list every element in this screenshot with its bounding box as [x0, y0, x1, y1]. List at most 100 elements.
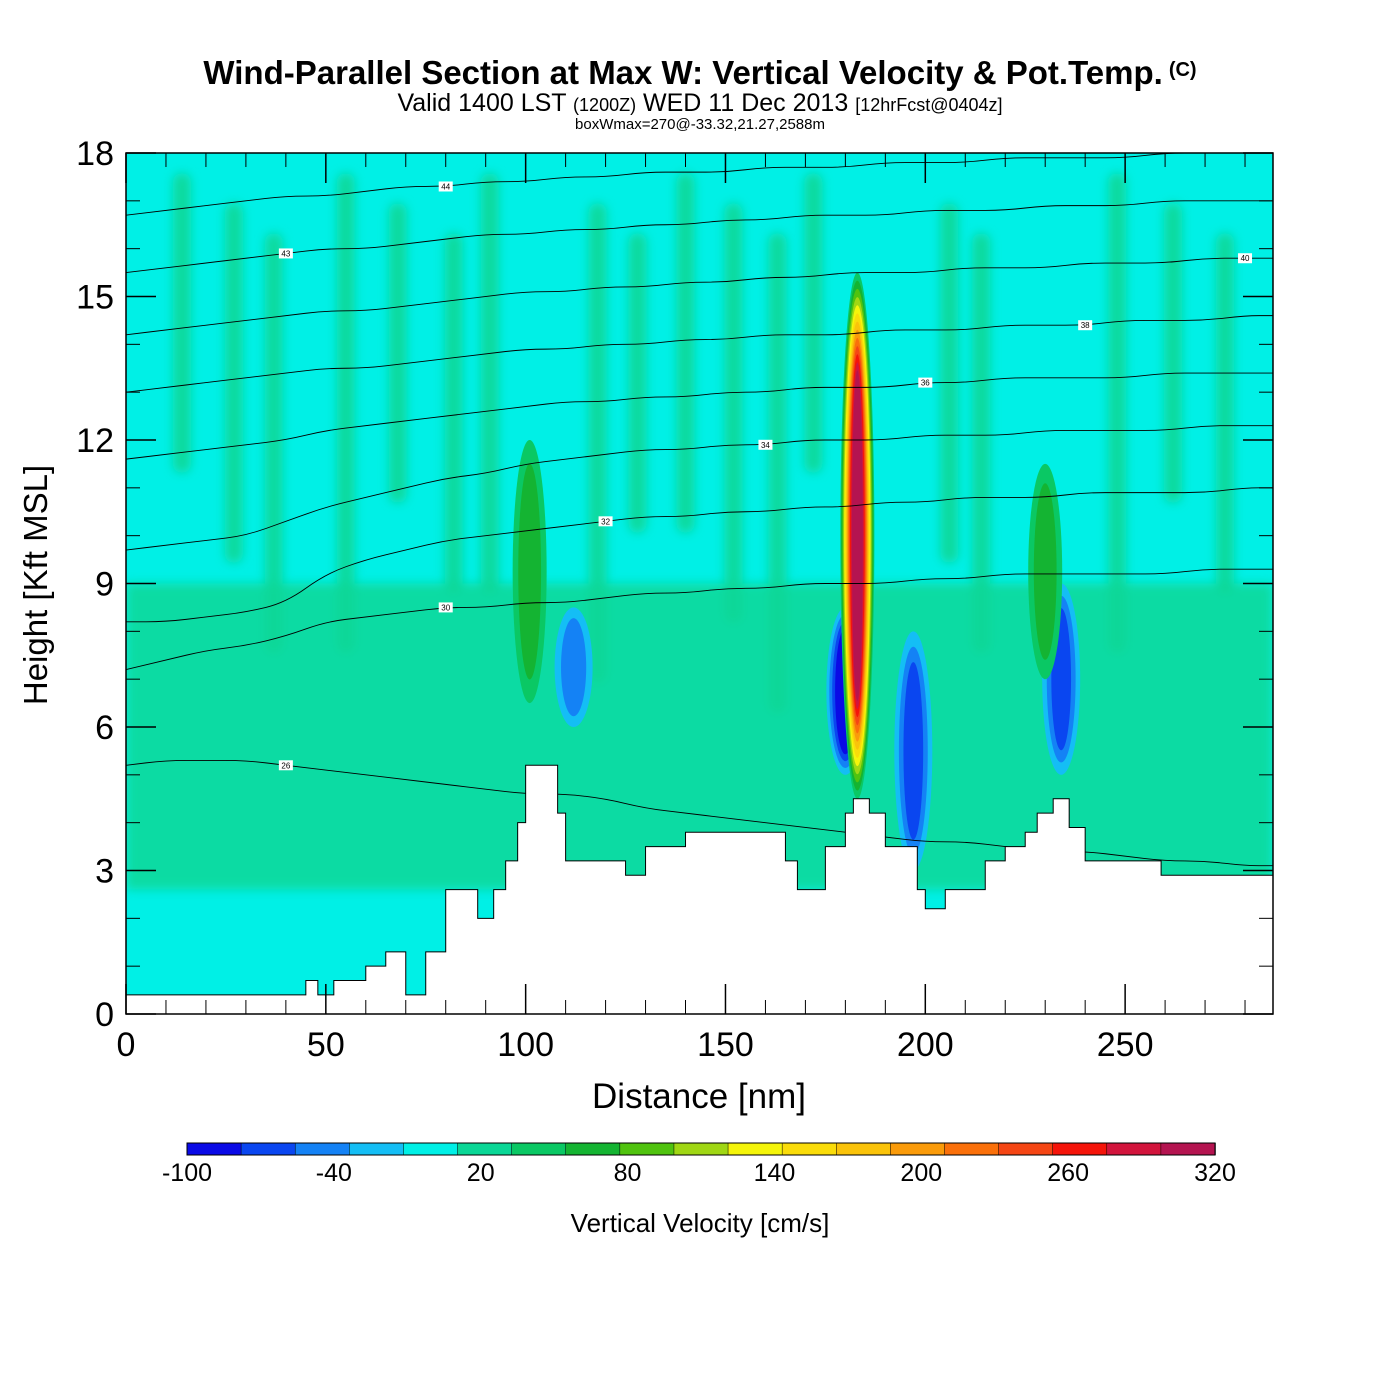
weak-updraft-band: [264, 233, 283, 653]
colorbar-tick-label: 140: [754, 1159, 796, 1187]
isentrope-label: 26: [278, 760, 293, 771]
valid-local: Valid 1400 LST: [397, 89, 567, 117]
isentrope-label-box: [278, 248, 293, 259]
isentrope-line: [126, 372, 1273, 460]
updraft-core-level: [852, 378, 862, 693]
isentrope-line: [126, 568, 1273, 671]
isentrope-label-box: [1238, 253, 1253, 264]
isentrope-label-text: 36: [921, 379, 930, 388]
weak-updraft-band: [676, 173, 695, 533]
box-max-info: boxWmax=270@-33.32,21.27,2588m: [575, 116, 825, 133]
isentrope-label: 30: [438, 602, 453, 613]
isentropes: 26 30 32 34 36 38 40 43 44: [126, 153, 1273, 867]
isentrope-label-box: [278, 760, 293, 771]
weak-updraft-band: [588, 203, 607, 683]
colorbar-swatch: [673, 1142, 729, 1156]
terrain: [126, 764, 1273, 1014]
isentrope-line: [126, 200, 1273, 274]
weak-updraft-band: [804, 173, 823, 473]
isentrope-label: 38: [1078, 320, 1093, 331]
valid-date: WED 11 Dec 2013: [643, 89, 849, 117]
weak-updraft-band: [336, 173, 355, 653]
weak-updraft-band: [224, 203, 243, 563]
colorbar-tick-label: 200: [900, 1159, 942, 1187]
isentrope-label-text: 38: [1081, 321, 1090, 330]
colorbar-swatch: [565, 1142, 621, 1156]
velocity-cores: [512, 272, 1081, 871]
colorbar-frame: [186, 1142, 1216, 1156]
x-tick-label: 250: [1097, 1026, 1154, 1064]
isentrope-label: 34: [758, 439, 773, 450]
plot-area: 26 30 32 34 36 38 40 43 44: [126, 153, 1273, 1014]
isentrope-label: 43: [278, 248, 293, 259]
updraft-core-level: [1033, 483, 1057, 660]
updraft-core-level: [518, 463, 542, 680]
colorbar-swatch: [1106, 1142, 1162, 1156]
colorbar-swatch: [403, 1142, 459, 1156]
colorbar-swatch: [890, 1142, 946, 1156]
isentrope-label: 40: [1238, 253, 1253, 264]
colorbar-swatch: [781, 1142, 838, 1156]
colorbar-swatch: [186, 1142, 242, 1156]
downdraft-core-level: [561, 618, 587, 717]
y-tick-label: 0: [95, 996, 114, 1034]
x-tick-label: 100: [497, 1026, 554, 1064]
y-tick-label: 3: [95, 853, 114, 891]
weak-updraft-band: [444, 233, 463, 593]
y-tick-label: 18: [76, 135, 114, 173]
isentrope-line: [126, 425, 1273, 551]
isentrope-label-text: 30: [441, 603, 450, 612]
y-tick-label: 12: [76, 422, 114, 460]
x-tick-label: 150: [697, 1026, 754, 1064]
isentrope-label-text: 43: [281, 249, 290, 258]
weak-updraft-band: [172, 173, 191, 473]
isentrope-label-box: [438, 181, 453, 192]
isentrope-line: [126, 487, 1273, 623]
x-axis-label: Distance [nm]: [592, 1077, 806, 1116]
isentrope-line: [126, 760, 1273, 867]
isentrope-line: [126, 257, 1273, 336]
title-text: Wind-Parallel Section at Max W: Vertical…: [203, 54, 1163, 91]
weak-updraft-band: [388, 203, 407, 503]
colorbar-swatch: [457, 1142, 513, 1156]
isentrope-label-box: [758, 439, 773, 450]
y-tick-label: 9: [95, 566, 114, 604]
colorbar-tick-label: -40: [316, 1159, 352, 1187]
colorbar-swatch: [1160, 1142, 1216, 1156]
weak-updraft-band: [1216, 233, 1235, 593]
isentrope-line: [126, 315, 1273, 393]
isentrope-label-box: [438, 602, 453, 613]
weak-updraft-band: [628, 233, 647, 533]
isentrope-label: 36: [918, 377, 933, 388]
colorbar-tick-label: 20: [467, 1159, 495, 1187]
colorbar-tick-label: 80: [614, 1159, 642, 1187]
isentrope-label-text: 44: [441, 182, 450, 191]
colorbar-tick-label: -100: [162, 1159, 212, 1187]
weak-updraft-band: [480, 173, 499, 593]
colorbar-swatch: [240, 1142, 296, 1156]
colorbar-swatch: [294, 1142, 351, 1156]
colorbar-swatch: [836, 1142, 892, 1156]
colorbar: -100 -40 20 80 140 200 260 320: [162, 1142, 1236, 1187]
isentrope-line: [126, 153, 1273, 216]
colorbar-tick-label: 260: [1047, 1159, 1089, 1187]
isentrope-label: 44: [438, 181, 453, 192]
isentrope-label-text: 32: [601, 517, 610, 526]
colorbar-tick-label: 320: [1194, 1159, 1236, 1187]
x-tick-label: 0: [117, 1026, 136, 1064]
colorbar-swatch: [944, 1142, 1000, 1156]
colorbar-swatch: [619, 1142, 675, 1156]
isentrope-label-text: 26: [281, 761, 290, 770]
colorbar-swatch: [511, 1142, 567, 1156]
y-tick-label: 15: [76, 279, 114, 317]
colorbar-label: Vertical Velocity [cm/s]: [571, 1208, 830, 1238]
x-tick-label: 200: [897, 1026, 954, 1064]
weak-updraft-band: [724, 203, 743, 623]
colorbar-swatch: [998, 1142, 1054, 1156]
isentrope-label: 32: [598, 516, 613, 527]
colorbar-swatch: [727, 1142, 783, 1156]
copyright-mark: (C): [1168, 59, 1197, 81]
valid-utc: (1200Z): [573, 95, 637, 115]
